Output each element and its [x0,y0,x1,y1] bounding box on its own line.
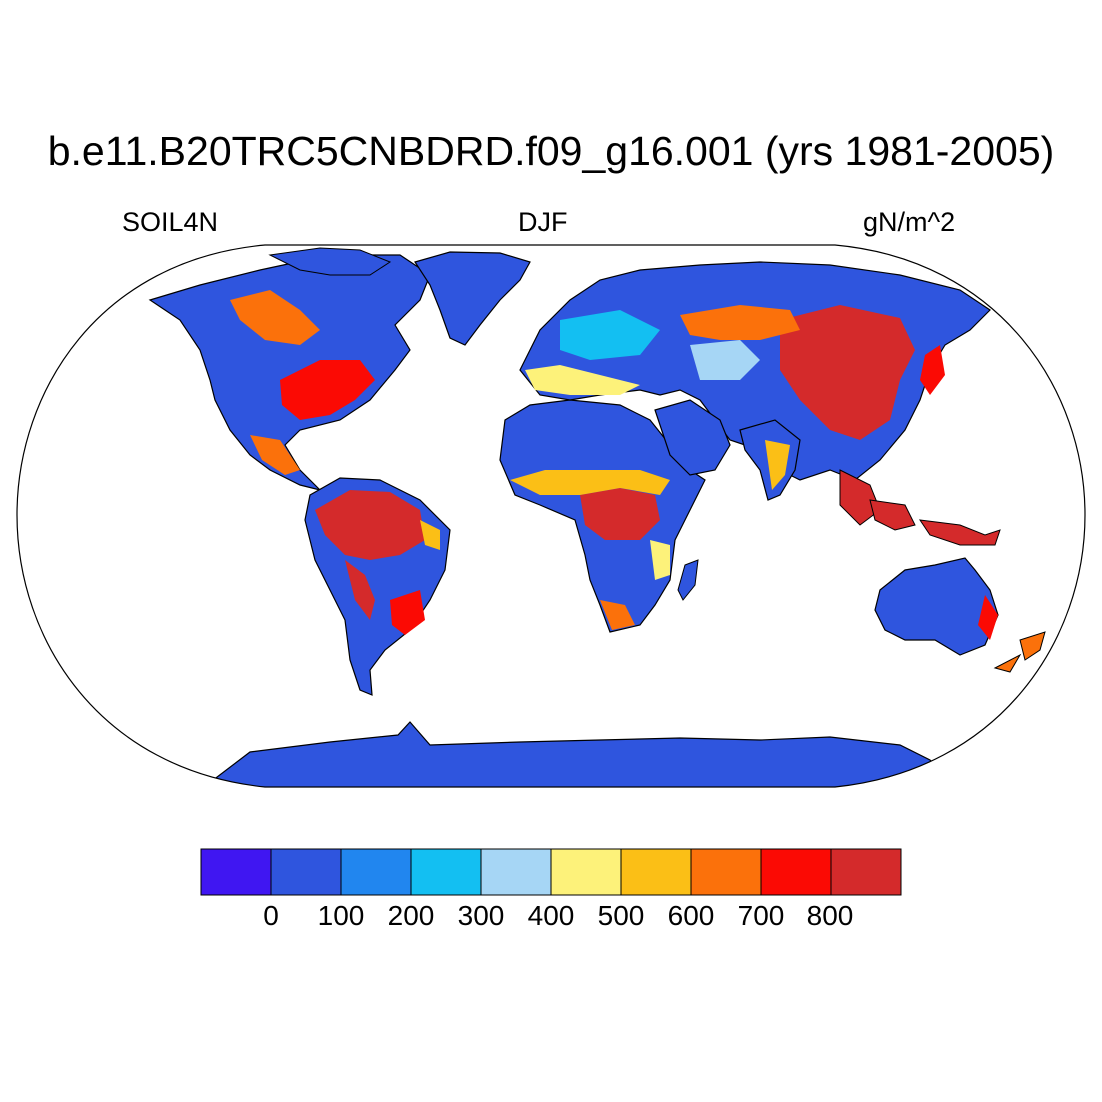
colorbar-tick: 200 [387,900,435,931]
hotspot-europe [560,310,660,360]
colorbar-box [760,848,832,896]
plot-title: b.e11.B20TRC5CNBDRD.f09_g16.001 (yrs 198… [47,128,1055,174]
colorbar-box [620,848,692,896]
colorbar-tick: 500 [597,900,645,931]
colorbar-box [270,848,342,896]
colorbar-box [480,848,552,896]
colorbar-tick: 0 [263,900,279,931]
hotspot-australia-east [978,595,998,640]
hotspot-congo [580,488,660,540]
hotspot-east-africa [650,540,670,580]
colorbar-tick: 300 [457,900,505,931]
colorbar-tick: 400 [527,900,575,931]
hotspot-mexico [250,435,300,475]
region-greenland [414,251,531,346]
hotspot-amazon-edge [420,520,440,550]
colorbar-box [200,848,272,896]
colorbar-tick: 700 [737,900,785,931]
region-antarctica [198,721,962,787]
hotspot-central-asia [690,340,760,380]
hotspot-mediterranean [525,365,640,395]
hotspot-china [780,305,915,440]
colorbar-tick: 800 [806,900,854,931]
hotspot-canada [230,290,320,345]
season-label: DJF [518,207,568,237]
hotspot-south-africa [600,600,635,630]
region-indonesia [869,499,1001,546]
hotspot-east-us [280,360,375,420]
region-canadian-arctic [268,247,392,276]
map-boundary [16,244,1086,788]
region-north-america [148,254,431,492]
colorbar-box [550,848,622,896]
hotspot-brazil [390,590,425,635]
region-arabia [654,399,731,476]
colorbar-box [340,848,412,896]
hotspot-japan [920,345,945,395]
region-australia [874,557,999,656]
hotspot-siberia [680,305,800,340]
region-new-zealand [993,631,1046,673]
colorbar-box [690,848,762,896]
hotspot-sahel [510,470,670,495]
hotspot-amazon [315,490,425,560]
variable-name: SOIL4N [122,207,219,237]
colorbar-box [830,848,902,896]
hotspot-india [765,440,790,490]
colorbar-box [410,848,482,896]
region-madagascar [677,559,699,601]
colorbar-tick: 600 [667,900,715,931]
hotspots [230,290,998,640]
colorbar [200,848,902,896]
colorbar-tick: 100 [317,900,365,931]
hotspot-andes [345,560,375,620]
region-southeast-asia [839,469,881,526]
units-label: gN/m^2 [863,207,956,237]
